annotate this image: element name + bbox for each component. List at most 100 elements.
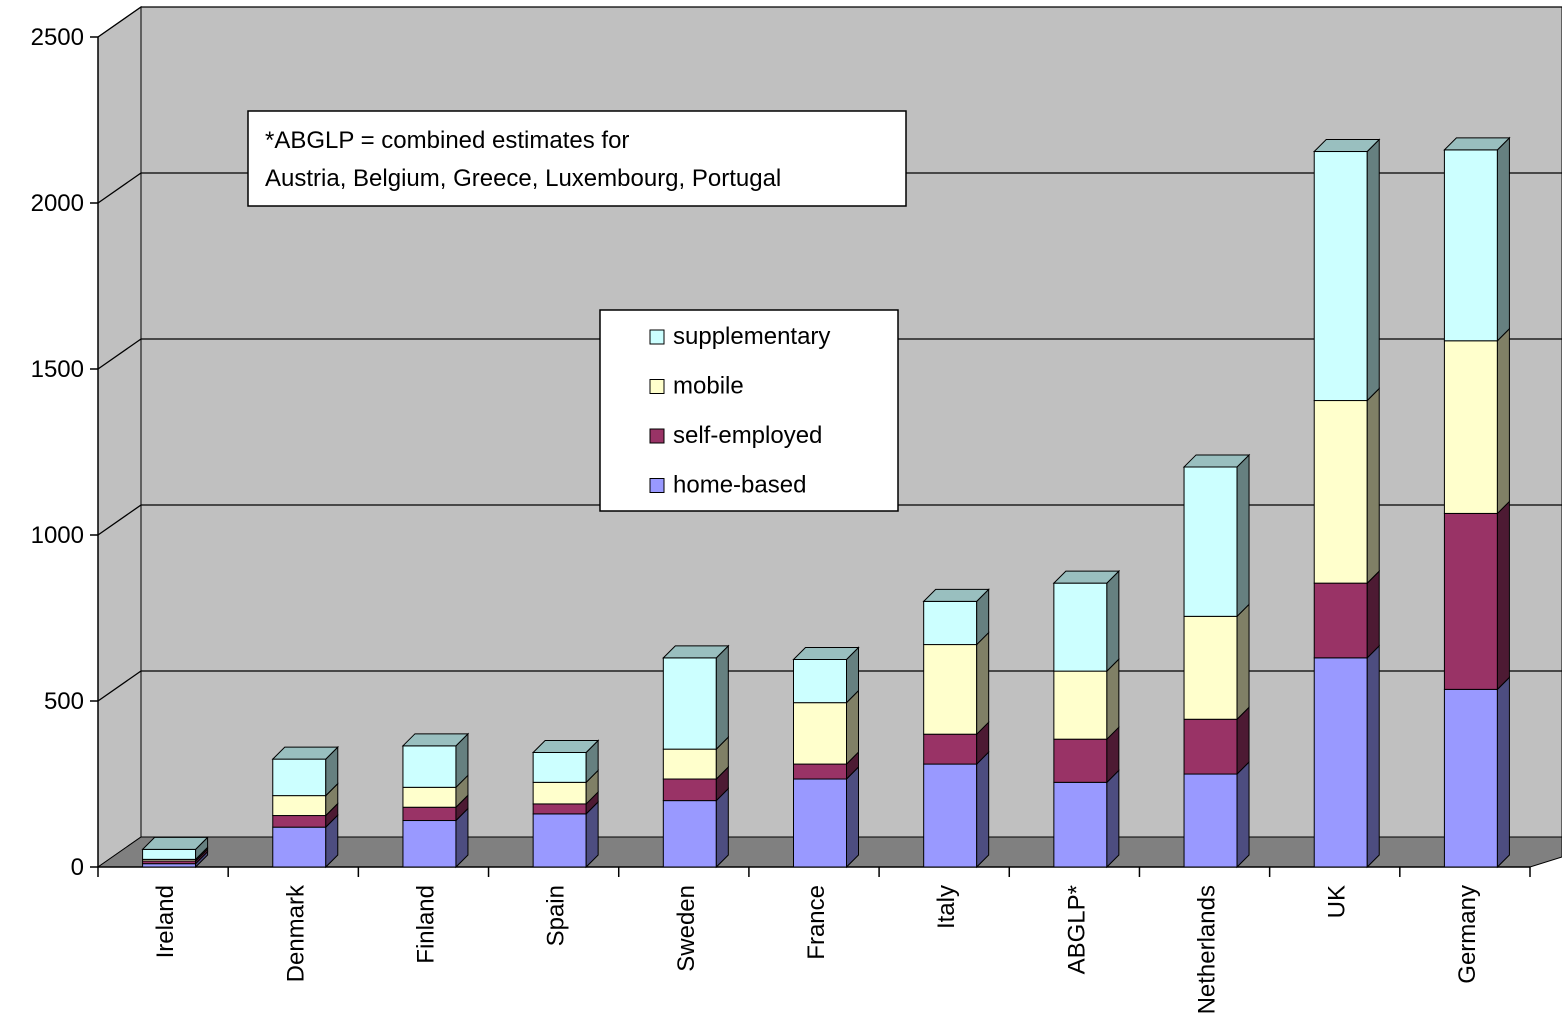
- bar-segment-supplementary: [1053, 582, 1108, 672]
- bar-stack: [141, 836, 209, 869]
- bar-top: [531, 739, 600, 753]
- annotation-line-2: Austria, Belgium, Greece, Luxembourg, Po…: [265, 165, 781, 192]
- bar-side-mobile: [1496, 327, 1510, 515]
- bar-segment-self-employed: [272, 815, 327, 828]
- bar-side-self-employed: [1366, 569, 1380, 660]
- y-tick-label: 1000: [31, 522, 84, 549]
- legend-label: mobile: [673, 373, 744, 400]
- bar-stack: [271, 745, 339, 869]
- gridline: [97, 172, 1562, 204]
- category-label: Ireland: [152, 885, 179, 958]
- bar-segment-self-employed: [1313, 582, 1368, 659]
- category-label: Italy: [933, 885, 960, 929]
- bar-segment-mobile: [662, 748, 717, 780]
- bar-segment-self-employed: [532, 803, 587, 815]
- bar-segment-self-employed: [1443, 512, 1498, 690]
- category-label: Denmark: [282, 884, 309, 982]
- bar-top: [922, 588, 990, 602]
- bar-side-home-based: [1366, 644, 1380, 869]
- bar-stack: [662, 644, 730, 869]
- bar-side-home-based: [715, 787, 729, 869]
- bar-segment-supplementary: [1443, 149, 1498, 342]
- y-tick-label: 1500: [31, 356, 84, 383]
- bar-segment-self-employed: [402, 806, 457, 822]
- bar-side-mobile: [846, 689, 859, 766]
- legend-label: self-employed: [673, 422, 822, 449]
- legend: supplementary mobile self-employed home-bas…: [599, 309, 899, 512]
- bar-stack: [1443, 136, 1511, 869]
- legend-swatch: [649, 428, 665, 444]
- category-label: Finland: [412, 885, 439, 964]
- bar-top: [141, 836, 209, 850]
- bar-side-home-based: [1236, 760, 1250, 869]
- bar-side-home-based: [1106, 769, 1120, 869]
- legend-swatch: [649, 329, 665, 345]
- bar-side-supplementary: [1496, 136, 1510, 342]
- legend-label: home-based: [673, 472, 806, 499]
- bar-segment-mobile: [402, 786, 457, 808]
- bar-segment-home-based: [1313, 657, 1368, 868]
- bar-stack: [1313, 138, 1381, 869]
- bar-segment-supplementary: [793, 659, 847, 704]
- bar-side-home-based: [1496, 676, 1510, 869]
- bar-segment-home-based: [272, 826, 327, 868]
- bar-segment-supplementary: [142, 848, 197, 860]
- bar-segment-supplementary: [1313, 151, 1368, 402]
- bar-top: [1313, 139, 1381, 153]
- category-label: Germany: [1454, 885, 1481, 984]
- category-label: Spain: [543, 885, 570, 946]
- y-tick-label: 2000: [31, 190, 84, 217]
- gridlines: [97, 6, 1562, 702]
- bar-segment-mobile: [793, 702, 847, 765]
- bar-segment-mobile: [272, 795, 327, 817]
- category-label: France: [803, 885, 830, 960]
- bar-segment-self-employed: [1053, 738, 1108, 783]
- gridline: [97, 338, 1562, 370]
- bar-side-mobile: [1366, 387, 1380, 585]
- side-wall: [97, 6, 142, 868]
- gridline: [97, 6, 1562, 38]
- legend-label: supplementary: [673, 323, 830, 350]
- bar-stack: [1052, 569, 1121, 869]
- category-label: Netherlands: [1194, 885, 1221, 1014]
- bar-stack: [1182, 453, 1251, 869]
- bar-segment-supplementary: [1183, 466, 1238, 617]
- annotation-box: *ABGLP = combined estimates for Austria,…: [247, 110, 907, 207]
- bar-side-supplementary: [715, 644, 729, 751]
- bar-segment-mobile: [1053, 670, 1108, 740]
- bar-segment-home-based: [923, 763, 978, 868]
- bar-side-mobile: [1236, 603, 1250, 721]
- bar-segment-home-based: [793, 778, 847, 868]
- bar-segment-supplementary: [923, 600, 978, 646]
- category-label: UK: [1324, 885, 1351, 918]
- bar-stack: [792, 646, 860, 869]
- bar-segment-supplementary: [532, 751, 587, 783]
- bar-top: [401, 733, 470, 747]
- bar-top: [792, 647, 860, 660]
- bars: [141, 136, 1511, 869]
- bar-side-home-based: [846, 765, 859, 869]
- y-tick-label: 500: [44, 688, 84, 715]
- bar-segment-mobile: [1443, 340, 1498, 514]
- bar-segment-supplementary: [272, 758, 327, 797]
- bar-segment-home-based: [532, 813, 587, 868]
- legend-swatch: [649, 478, 665, 493]
- bar-top: [271, 746, 339, 760]
- bar-top: [1443, 137, 1511, 151]
- bar-stack: [401, 732, 470, 869]
- bar-segment-mobile: [923, 644, 978, 735]
- gridline: [97, 504, 1562, 536]
- bar-segment-mobile: [1313, 400, 1368, 584]
- annotation-line-1: *ABGLP = combined estimates for: [265, 127, 629, 154]
- bar-segment-self-employed: [662, 778, 717, 802]
- bar-segment-supplementary: [402, 745, 457, 788]
- bar-segment-mobile: [1183, 615, 1238, 720]
- bar-top: [1052, 570, 1121, 584]
- bar-segment-self-employed: [793, 763, 847, 780]
- bar-side-self-employed: [1496, 500, 1510, 691]
- bar-side-mobile: [1106, 657, 1120, 741]
- bar-segment-home-based: [1183, 773, 1238, 868]
- bar-side-supplementary: [1366, 138, 1380, 402]
- bar-segment-supplementary: [662, 657, 717, 750]
